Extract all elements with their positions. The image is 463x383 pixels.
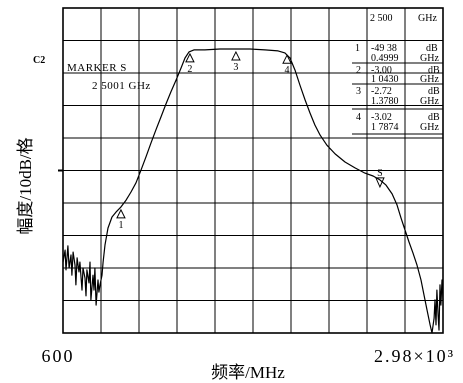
marker-label: 4: [285, 65, 290, 76]
readout-id: 3: [356, 86, 361, 97]
readout-row: 3 -2.72 dB 1.3780 GHz: [356, 86, 440, 107]
marker-2: 2: [185, 52, 195, 75]
readout-freq: 1 7874: [371, 122, 399, 133]
marker-label: S: [377, 168, 383, 179]
marker-s: S: [375, 168, 385, 189]
channel-label: C2: [33, 55, 45, 66]
marker-3: 3: [231, 50, 241, 73]
readout-freq-unit: GHz: [420, 96, 439, 107]
readout-freq: 1 0430: [371, 74, 399, 85]
readout-freq: 1.3780: [371, 96, 399, 107]
marker-title: MARKER S: [67, 62, 127, 74]
marker-triangle-icon: [282, 54, 292, 64]
readout-id: 4: [356, 112, 361, 123]
readout-row: 4 -3.02 dB 1 7874 GHz: [356, 112, 440, 133]
readout-id: 2: [356, 65, 361, 76]
readout-level: -49 38: [371, 43, 397, 54]
readout-row: 2 -3.00 dB 1 0430 GHz: [356, 65, 440, 85]
trace: [62, 48, 444, 334]
marker-label: 2: [187, 64, 192, 75]
marker-1: 1: [116, 208, 126, 231]
x-axis-label: 频率/MHz: [211, 363, 285, 382]
readout-level-unit: dB: [428, 112, 440, 123]
readout-top-value: 2 500: [370, 13, 393, 24]
markers: 1 2 3 4 S: [116, 50, 385, 231]
readout-freq: 0.4999: [371, 53, 399, 64]
marker-triangle-icon: [116, 208, 126, 219]
marker-triangle-icon: [231, 50, 241, 61]
x-tick-labels: 600 2.98×10³: [42, 346, 455, 366]
x-tick-label: 2.98×10³: [374, 346, 455, 366]
readout-level-unit: dB: [428, 65, 440, 76]
readout-table-lines: [352, 62, 443, 135]
x-tick-label: 600: [42, 346, 75, 366]
readout-freq-unit: GHz: [420, 122, 439, 133]
marker-triangle-icon: [185, 52, 195, 63]
instrument-annotations: C2 MARKER S 2 5001 GHz 2 500 GHz 1 -49 3…: [33, 13, 440, 133]
marker-label: 1: [118, 220, 123, 231]
y-axis-label: 幅度/10dB/格: [16, 137, 35, 234]
readout-level: -2.72: [371, 86, 392, 97]
readout-top-unit: GHz: [418, 13, 437, 24]
readout-id: 1: [355, 43, 360, 54]
marker-frequency: 2 5001 GHz: [92, 80, 151, 92]
readout-freq-unit: GHz: [420, 53, 439, 64]
readout-level: -3.02: [371, 112, 392, 123]
readout-level-unit: dB: [428, 86, 440, 97]
readout-freq-unit: GHz: [420, 74, 439, 85]
readout-row: 1 -49 38 dB 0.4999 GHz: [355, 43, 439, 64]
readout-level: -3.00: [371, 65, 392, 76]
marker-4: 4: [282, 54, 292, 76]
marker-triangle-icon: [375, 177, 385, 189]
readout-level-unit: dB: [426, 43, 438, 54]
trace-line: [62, 48, 444, 334]
marker-label: 3: [233, 62, 238, 73]
